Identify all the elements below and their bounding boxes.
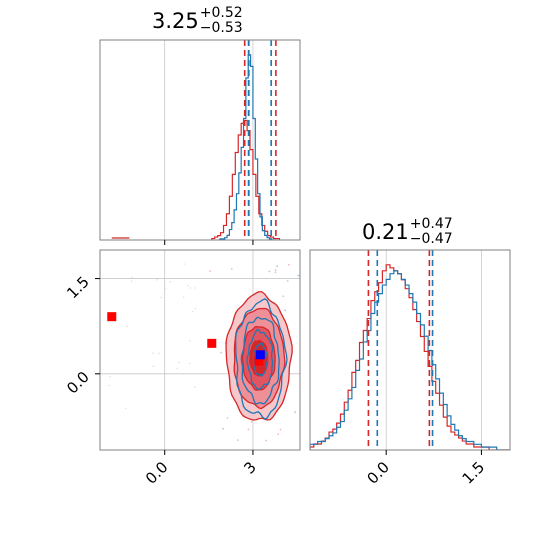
contour-blue-level-3 bbox=[246, 328, 274, 390]
title-minus-error: −0.47 bbox=[409, 231, 453, 247]
scatter-point-outlier bbox=[194, 307, 197, 310]
scatter-point-outlier bbox=[169, 281, 172, 283]
title-value: 3.25 bbox=[152, 9, 199, 33]
hist-step-blue bbox=[310, 270, 510, 450]
scatter-point-red bbox=[274, 271, 277, 274]
title-minus-error: −0.53 bbox=[199, 20, 243, 36]
scatter-point-outlier bbox=[183, 263, 185, 265]
scatter-point-red bbox=[226, 417, 229, 419]
scatter-point-outlier bbox=[126, 325, 129, 327]
scatter-point-blue bbox=[268, 270, 271, 273]
marker-red-square bbox=[107, 312, 117, 322]
scatter-point-red bbox=[279, 428, 282, 431]
scatter-point-red bbox=[236, 439, 239, 442]
scatter-point-outlier bbox=[164, 287, 167, 289]
marker-red-square bbox=[207, 338, 217, 348]
scatter-point-blue bbox=[305, 427, 307, 429]
scatter-point-outlier bbox=[109, 375, 112, 378]
contour-blue-level-2 bbox=[240, 316, 280, 405]
hist-group-h1 bbox=[111, 40, 281, 240]
title-plus-error: +0.52 bbox=[199, 5, 243, 21]
marker-blue-square bbox=[255, 350, 265, 360]
contour-blue-level-1 bbox=[234, 298, 288, 420]
title-value: 0.21 bbox=[362, 220, 409, 244]
scatter-point-red bbox=[209, 270, 211, 273]
scatter-point-blue bbox=[222, 427, 224, 430]
scatter-point-blue bbox=[276, 265, 279, 268]
panel-frame-h1 bbox=[99, 39, 301, 241]
scatter-point-red bbox=[262, 461, 264, 463]
panel-title-param1: 3.25 +0.52 −0.53 bbox=[152, 6, 243, 36]
scatter-point-outlier bbox=[194, 287, 196, 289]
scatter-point-outlier bbox=[186, 284, 189, 287]
scatter-point-red bbox=[301, 407, 303, 409]
scatter-point-outlier bbox=[188, 362, 191, 365]
panel-frame-h2 bbox=[309, 249, 511, 451]
scatter-point-red bbox=[304, 380, 306, 382]
scatter-point-outlier bbox=[194, 386, 196, 388]
scatter-group bbox=[100, 209, 361, 463]
y-tick-label: 0.0 bbox=[63, 368, 93, 398]
scatter-point-outlier bbox=[182, 296, 185, 298]
scatter-point-red bbox=[277, 433, 280, 436]
scatter-point-red bbox=[359, 337, 361, 339]
scatter-point-outlier bbox=[158, 352, 160, 355]
scatter-point-blue bbox=[284, 309, 287, 312]
scatter-point-outlier bbox=[178, 361, 180, 364]
scatter-point-outlier bbox=[152, 365, 154, 368]
scatter-point-outlier bbox=[160, 296, 163, 299]
scatter-point-outlier bbox=[189, 339, 191, 342]
x-tick-label: 3 bbox=[240, 458, 259, 477]
panel-frame-scatter bbox=[99, 249, 301, 451]
x-tick-label: 0.0 bbox=[142, 458, 172, 488]
scatter-point-red bbox=[282, 295, 285, 298]
scatter-point-outlier bbox=[192, 310, 194, 313]
scatter-point-red bbox=[274, 269, 277, 271]
scatter-point-red bbox=[286, 280, 289, 282]
scatter-point-red bbox=[303, 244, 305, 246]
scatter-point-red bbox=[317, 351, 319, 353]
x-tick-label: 0.0 bbox=[363, 458, 393, 488]
scatter-point-blue bbox=[294, 411, 297, 414]
hist-step-red bbox=[211, 119, 281, 240]
scatter-point-red bbox=[205, 209, 207, 211]
scatter-point-outlier bbox=[176, 367, 178, 370]
contour-blue-level-4 bbox=[252, 342, 269, 377]
scatter-point-red bbox=[265, 439, 267, 442]
scatter-point-outlier bbox=[130, 280, 133, 283]
scatter-point-outlier bbox=[125, 407, 127, 410]
scatter-point-outlier bbox=[156, 279, 158, 281]
scatter-point-outlier bbox=[152, 352, 155, 354]
scatter-point-red bbox=[287, 263, 290, 266]
scatter-point-red bbox=[247, 428, 250, 431]
scatter-point-outlier bbox=[131, 276, 133, 279]
title-plus-error: +0.47 bbox=[409, 216, 453, 232]
y-tick-label: 1.5 bbox=[63, 273, 93, 303]
scatter-point-red bbox=[250, 421, 253, 423]
hist-group-h2 bbox=[310, 250, 510, 450]
x-tick-label: 1.5 bbox=[459, 458, 489, 488]
marker-red-square bbox=[254, 356, 264, 366]
scatter-point-outlier bbox=[189, 287, 192, 289]
scatter-point-red bbox=[280, 243, 282, 245]
scatter-point-outlier bbox=[108, 384, 111, 387]
hist-step-blue bbox=[217, 54, 277, 240]
panel-title-param2: 0.21 +0.47 −0.47 bbox=[362, 217, 453, 247]
scatter-point-blue bbox=[297, 274, 300, 277]
scatter-point-red bbox=[220, 351, 223, 354]
scatter-point-red bbox=[230, 267, 233, 270]
